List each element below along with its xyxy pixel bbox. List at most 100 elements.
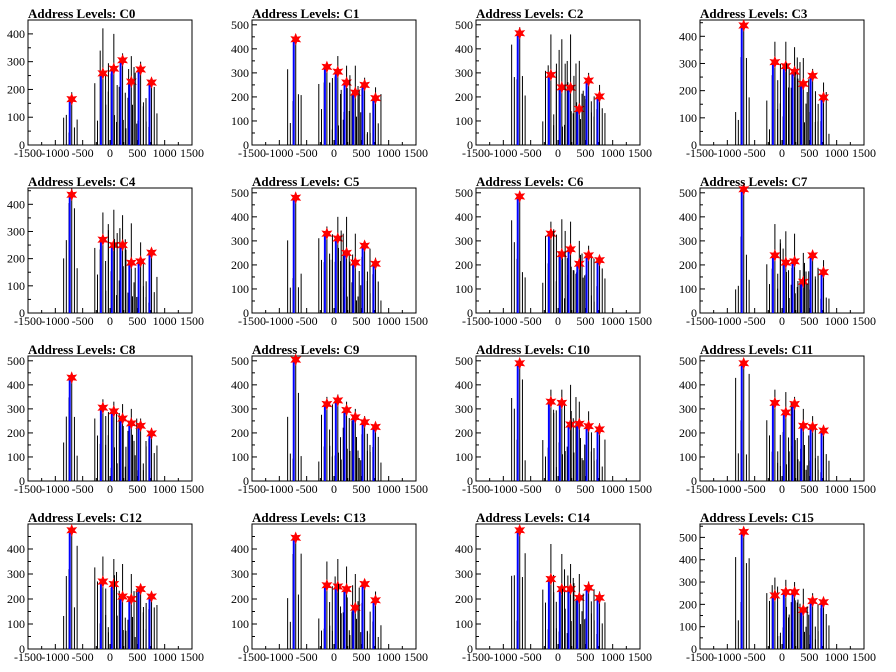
peak-4 <box>570 574 586 649</box>
chart-title: Address Levels: C9 <box>252 342 360 357</box>
peak-marker <box>321 397 333 411</box>
peak-0 <box>63 92 78 145</box>
peak-marker <box>359 239 371 253</box>
peak-marker <box>117 590 128 603</box>
peak-6 <box>366 87 382 145</box>
y-tick-label: 300 <box>455 66 473 80</box>
peak-3 <box>561 564 577 649</box>
chart-svg: 0 100 200 300 400 500 -1500 -1000 -500 0 500 1000 15… <box>455 186 652 328</box>
y-tick-label: 500 <box>231 354 249 368</box>
x-tick-label: 1500 <box>404 146 428 160</box>
y-tick-label: 400 <box>7 378 25 392</box>
chart-svg: 0 100 200 300 400 500 -1500 -1000 -500 0 500 1000 15… <box>679 523 876 664</box>
peak-marker <box>332 580 344 593</box>
chart-title: Address Levels: C0 <box>28 6 136 21</box>
y-tick-label: 0 <box>19 474 25 488</box>
x-tick-label: 1500 <box>852 314 876 328</box>
chart-svg: 0 100 200 300 400 500 -1500 -1000 -500 0 500 1000 15… <box>455 18 652 160</box>
y-tick-label: 500 <box>231 186 249 200</box>
y-tick-label: 500 <box>7 354 25 368</box>
x-tick-label: 1500 <box>404 482 428 496</box>
x-tick-label: 500 <box>352 314 370 328</box>
peak-marker <box>97 66 109 80</box>
y-tick-label: 0 <box>691 138 697 152</box>
peak-2 <box>105 401 120 481</box>
peak-1 <box>542 221 557 313</box>
peak-6 <box>366 420 382 481</box>
peak-marker <box>594 422 606 436</box>
x-tick-label: -1500 <box>238 650 266 664</box>
y-tick-label: 400 <box>679 378 697 392</box>
y-tick-label: 300 <box>679 575 697 589</box>
peak-1 <box>766 577 781 649</box>
peak-marker <box>797 275 809 289</box>
y-tick-label: 0 <box>467 642 473 656</box>
peak-marker <box>341 246 352 260</box>
chart-panel-2: 0 100 200 300 400 500 -1500 -1000 -500 0 500 1000 15… <box>448 0 672 168</box>
x-tick-label: -1000 <box>265 482 293 496</box>
peak-marker <box>370 594 382 607</box>
chart-svg: 0 100 200 300 400 500 -1500 -1000 -500 0 500 1000 15… <box>231 186 428 328</box>
y-tick-label: 400 <box>231 42 249 56</box>
y-tick-label: 100 <box>231 282 249 296</box>
chart-panel-9: 0 100 200 300 400 500 -1500 -1000 -500 0 500 1000 15… <box>224 336 448 504</box>
peak-marker <box>583 419 595 433</box>
y-tick-label: 200 <box>679 426 697 440</box>
x-tick-label: 500 <box>128 650 146 664</box>
peak-marker <box>321 60 333 74</box>
chart-panel-8: 0 100 200 300 400 500 -1500 -1000 -500 0 500 1000 15… <box>0 336 224 504</box>
plot-frame <box>699 355 865 482</box>
peak-5 <box>580 72 595 145</box>
x-tick-label: 1000 <box>377 314 401 328</box>
peak-marker <box>769 248 781 262</box>
peak-4 <box>570 60 586 145</box>
peak-marker <box>117 412 128 425</box>
plot-frame <box>475 355 641 482</box>
peak-marker <box>556 396 568 410</box>
peak-marker <box>146 427 158 440</box>
x-tick-label: 0 <box>555 482 561 496</box>
peak-marker <box>359 577 371 591</box>
x-tick-label: 0 <box>107 146 113 160</box>
peak-marker <box>769 55 781 69</box>
peak-marker <box>573 257 585 270</box>
x-tick-label: 500 <box>800 650 818 664</box>
chart-svg: 0 100 200 300 400 -1500 -1000 -500 0 500 1000 1500 <box>7 523 204 664</box>
peak-5 <box>804 593 819 649</box>
chart-svg: 0 100 200 300 400 500 -1500 -1000 -500 0 500 1000 15… <box>231 18 428 160</box>
peak-marker <box>370 420 382 434</box>
peak-marker <box>769 589 781 602</box>
x-tick-label: -1000 <box>489 314 517 328</box>
x-tick-label: 1500 <box>852 482 876 496</box>
plot-frame <box>27 19 193 146</box>
x-tick-label: -1500 <box>14 650 42 664</box>
peak-3 <box>561 221 577 313</box>
plot-frame <box>699 523 865 650</box>
plot-frame <box>27 355 193 482</box>
x-tick-label: 500 <box>800 314 818 328</box>
y-tick-label: 300 <box>679 234 697 248</box>
peak-marker <box>146 246 158 260</box>
peak-1 <box>318 60 333 145</box>
x-tick-label: 500 <box>800 482 818 496</box>
x-tick-label: 1500 <box>852 650 876 664</box>
peak-3 <box>337 401 353 481</box>
y-tick-label: 200 <box>231 592 249 606</box>
peak-marker <box>359 78 371 92</box>
y-tick-label: 100 <box>679 620 697 634</box>
peak-0 <box>287 32 302 145</box>
plot-frame <box>251 523 417 650</box>
y-tick-label: 400 <box>7 542 25 556</box>
peak-6 <box>142 246 158 313</box>
y-tick-label: 400 <box>231 542 249 556</box>
y-tick-label: 100 <box>455 450 473 464</box>
x-tick-label: -500 <box>744 146 766 160</box>
y-tick-label: 500 <box>455 354 473 368</box>
peak-0 <box>287 191 302 313</box>
x-tick-label: -1500 <box>462 650 490 664</box>
y-tick-label: 0 <box>691 642 697 656</box>
peak-6 <box>142 590 158 649</box>
peak-5 <box>132 582 147 649</box>
y-tick-label: 0 <box>691 474 697 488</box>
